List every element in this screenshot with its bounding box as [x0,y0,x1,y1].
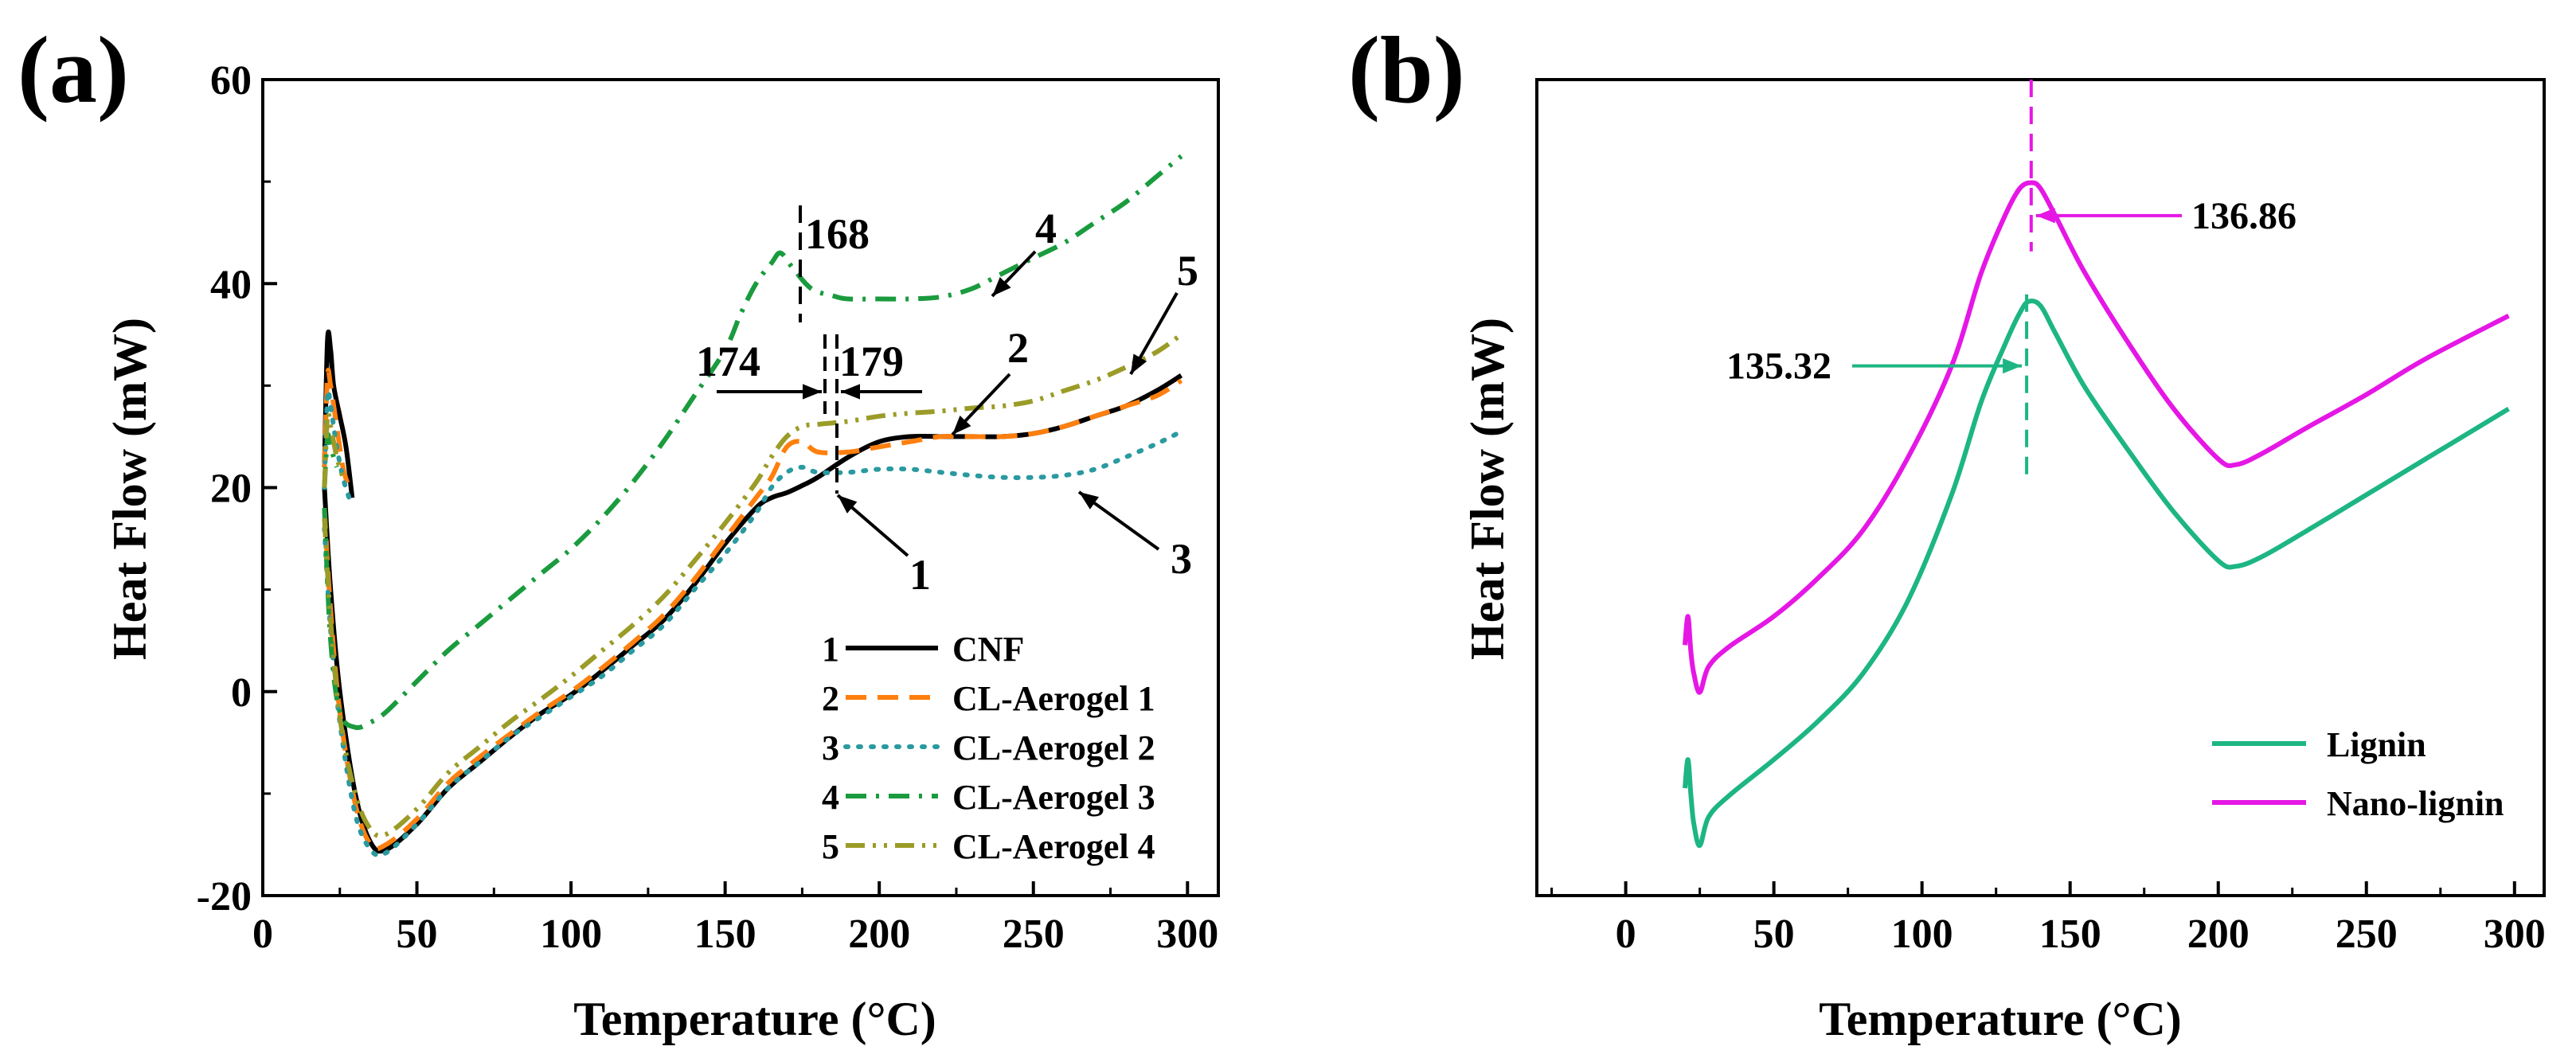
curve-label-2: 2 [1007,324,1029,372]
legend-label: CL-Aerogel 1 [952,679,1155,718]
legend-num: 5 [822,827,839,866]
series-line-cl-aerogel-1 [322,378,1183,852]
y-tick-label: 20 [210,467,252,512]
x-tick-label: 100 [540,912,602,957]
peak-179-label: 179 [839,338,904,385]
x-tick-label: 300 [2484,912,2546,957]
panel-a-y-axis-title: Heat Flow (mW) [104,318,156,660]
y-tick-label: 60 [210,58,252,103]
curve-1-arrow [836,494,909,557]
peak-174-label: 174 [696,338,760,385]
x-tick-label: 200 [848,912,910,957]
legend-label: CL-Aerogel 2 [952,728,1155,767]
panel-label-b: (b) [1348,17,1465,123]
x-tick-label: 250 [1003,912,1065,957]
curve-label-4: 4 [1035,205,1057,252]
x-tick-label: 200 [2187,912,2250,957]
legend-num: 3 [822,728,839,767]
curve-5-arrow [1129,292,1179,375]
x-tick-label: 300 [1156,912,1218,957]
legend-label: CL-Aerogel 4 [952,827,1155,866]
series-line-nano-lignin [1683,180,2510,695]
curve-2-arrow [951,373,1011,436]
nano-lignin-peak-label: 136.86 [2191,195,2297,237]
lignin-peak-label: 135.32 [1726,346,1831,388]
legend-label: Nano-lignin [2327,784,2504,823]
peak-168-label: 168 [805,210,870,258]
plot-frame [1535,78,2546,897]
legend-item-nano-lignin: Nano-lignin [2212,784,2504,823]
series-line-lignin [1683,298,2510,849]
panel-b-annotations: 136.86 135.32 [1726,80,2297,481]
series-spike-cl-aerogel-4 [322,410,346,488]
legend-item-cl-aerogel-2: 3 CL-Aerogel 2 [822,728,1155,767]
legend-label: Lignin [2327,725,2426,764]
panel-b-series [1683,180,2510,849]
x-tick-label: 50 [1753,912,1795,957]
panel-a-annotations: 168 174 179 4 5 2 1 3 [696,205,1198,599]
curve-3-arrow [1077,490,1160,551]
x-tick-label: 150 [694,912,756,957]
series-line-cl-aerogel-4 [322,332,1183,839]
series-spike-cnf [322,330,355,498]
legend-num: 1 [822,630,839,669]
curve-4-arrow [991,250,1037,298]
panel-a-series [322,154,1184,858]
legend-num: 4 [822,778,839,817]
x-tick-label: 0 [1616,912,1636,957]
x-tick-label: 100 [1891,912,1953,957]
panel-b-y-axis-title: Heat Flow (mW) [1461,318,1514,660]
y-tick-label: 0 [231,670,252,716]
curve-label-3: 3 [1171,535,1192,583]
panel-a-legend: 1 CNF 2 CL-Aerogel 1 3 CL-Aerogel 2 4 CL… [822,630,1155,866]
y-tick-label: -20 [197,874,252,919]
curve-label-5: 5 [1177,247,1198,295]
panel-b: (b) 0 50 100 150 200 250 300 Temperature (°C) … [1348,17,2546,1045]
series-line-cl-aerogel-3 [322,154,1183,731]
legend-label: CNF [952,630,1024,669]
plot-frame [261,78,1220,897]
legend-num: 2 [822,679,839,718]
x-tick-label: 150 [2039,912,2101,957]
legend-label: CL-Aerogel 3 [952,778,1155,817]
panel-label-a: (a) [18,17,129,123]
panel-b-x-axis-title: Temperature (°C) [1819,993,2182,1045]
curve-label-1: 1 [909,551,931,599]
legend-item-lignin: Lignin [2212,725,2426,764]
y-tick-label: 40 [210,262,252,307]
legend-item-cl-aerogel-4: 5 CL-Aerogel 4 [822,827,1155,866]
legend-item-cl-aerogel-1: 2 CL-Aerogel 1 [822,679,1155,718]
panel-b-legend: Lignin Nano-lignin [2212,725,2504,823]
x-tick-label: 250 [2336,912,2398,957]
x-tick-label: 0 [252,912,273,957]
panel-a-x-axis-title: Temperature (°C) [573,993,936,1045]
panel-b-axes: 0 50 100 150 200 250 300 [1535,78,2546,957]
x-tick-label: 50 [397,912,438,957]
legend-item-cnf: 1 CNF [822,630,1024,669]
legend-item-cl-aerogel-3: 4 CL-Aerogel 3 [822,778,1155,817]
